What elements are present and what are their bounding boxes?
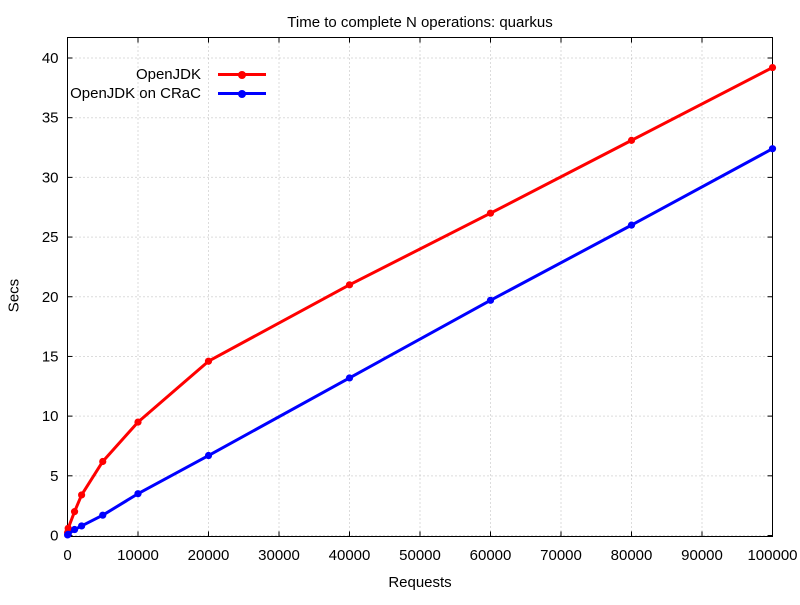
legend-line-sample-openjdk-crac xyxy=(218,89,266,99)
y-tick-label: 10 xyxy=(42,408,59,425)
legend-item-openjdk-crac: OpenJDK on CRaC xyxy=(55,84,266,103)
x-tick-label: 70000 xyxy=(540,547,582,564)
x-axis-label: Requests xyxy=(388,574,452,591)
data-point xyxy=(204,451,213,460)
x-tick-label: 50000 xyxy=(399,547,441,564)
data-point xyxy=(99,457,107,466)
y-tick-label: 40 xyxy=(42,50,59,67)
data-point xyxy=(134,490,142,498)
x-tick-label: 40000 xyxy=(329,547,371,564)
data-point xyxy=(204,357,213,365)
legend-label-openjdk: OpenJDK xyxy=(135,66,201,83)
data-point xyxy=(345,281,354,289)
data-point xyxy=(486,209,495,217)
data-point xyxy=(70,525,79,534)
data-point xyxy=(99,511,107,519)
x-tick-label: 100000 xyxy=(747,547,797,564)
y-tick-label: 0 xyxy=(50,528,58,545)
data-point xyxy=(768,145,777,153)
legend: OpenJDK OpenJDK on CRaC xyxy=(55,65,266,103)
chart-title: Time to complete N operations: quarkus xyxy=(287,14,553,31)
x-tick-label: 60000 xyxy=(470,547,512,564)
x-tick-label: 0 xyxy=(63,547,71,564)
data-point xyxy=(486,296,495,304)
y-tick-label: 25 xyxy=(42,229,59,246)
data-point xyxy=(134,418,142,426)
data-point xyxy=(64,524,72,532)
data-point xyxy=(627,136,636,144)
legend-item-openjdk: OpenJDK xyxy=(55,65,266,84)
data-point xyxy=(70,508,79,516)
x-tick-label: 90000 xyxy=(681,547,723,564)
y-tick-label: 20 xyxy=(42,289,59,306)
legend-marker-icon xyxy=(238,89,246,98)
data-point xyxy=(64,530,72,538)
x-tick-label: 20000 xyxy=(188,547,230,564)
legend-line-sample-openjdk xyxy=(218,70,266,80)
data-point xyxy=(78,522,86,530)
data-point xyxy=(345,374,354,382)
legend-label-openjdk-crac: OpenJDK on CRaC xyxy=(70,85,201,102)
x-tick-label: 10000 xyxy=(117,547,159,564)
y-tick-label: 35 xyxy=(42,110,59,127)
y-tick-label: 30 xyxy=(42,169,59,186)
y-tick-label: 5 xyxy=(50,468,58,485)
x-tick-label: 30000 xyxy=(258,547,300,564)
data-point xyxy=(78,491,86,499)
y-tick-label: 15 xyxy=(42,348,59,365)
legend-marker-icon xyxy=(238,70,246,79)
data-point xyxy=(627,221,636,229)
data-point xyxy=(768,63,777,72)
x-tick-label: 80000 xyxy=(611,547,653,564)
y-axis-label: Secs xyxy=(5,278,23,313)
